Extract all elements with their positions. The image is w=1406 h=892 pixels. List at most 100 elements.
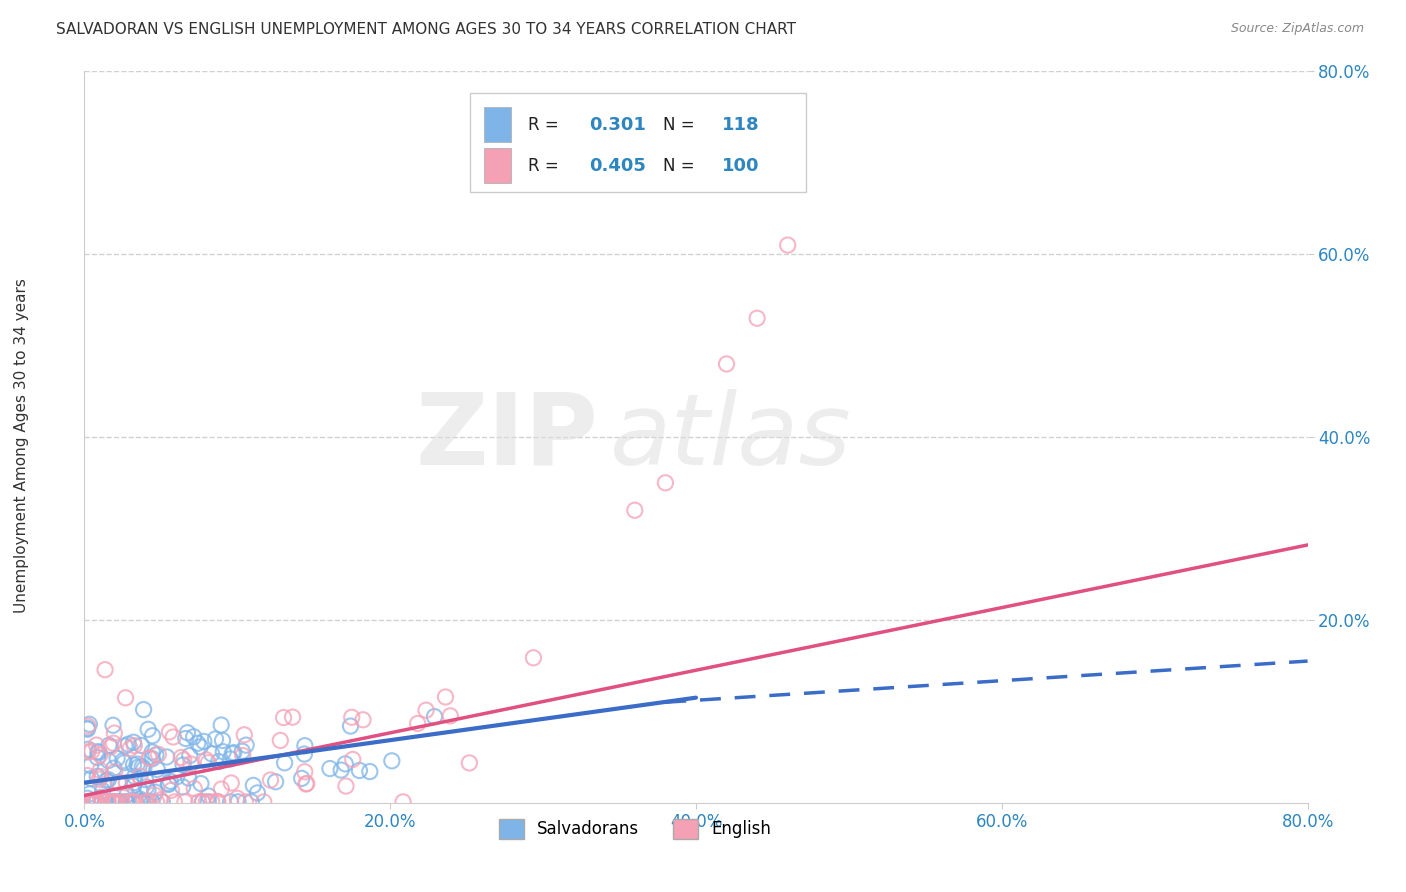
Point (139, 751, 162, 765)
Point (103, 795, 125, 809)
Point (319, 762, 342, 776)
Point (128, 792, 150, 806)
Point (143, 788, 166, 802)
Point (89, 747, 111, 762)
FancyBboxPatch shape (484, 148, 512, 183)
Point (127, 757, 149, 772)
Point (105, 795, 128, 809)
Point (209, 782, 232, 797)
Point (219, 752, 242, 766)
Point (458, 756, 481, 770)
Point (177, 771, 200, 785)
Text: N =: N = (664, 116, 700, 134)
Point (201, 747, 224, 761)
Point (179, 748, 201, 763)
Point (101, 718, 124, 732)
Point (342, 752, 364, 766)
Point (197, 789, 219, 803)
Point (156, 750, 179, 764)
Point (79, 758, 101, 772)
Point (114, 690, 136, 705)
Point (86, 795, 108, 809)
Point (124, 795, 146, 809)
Point (135, 780, 157, 794)
Point (295, 777, 318, 791)
Point (77, 742, 100, 756)
Point (141, 752, 163, 766)
Point (104, 764, 127, 779)
Point (107, 795, 129, 809)
Point (190, 776, 212, 790)
Point (100, 739, 122, 754)
Point (117, 737, 139, 751)
Point (226, 791, 249, 805)
Point (103, 761, 125, 775)
Point (97, 754, 120, 768)
Point (269, 733, 291, 747)
Point (273, 710, 295, 724)
Point (176, 725, 198, 739)
Point (295, 776, 318, 790)
Point (191, 795, 214, 809)
Point (197, 795, 219, 809)
Text: 0.405: 0.405 (589, 157, 647, 175)
Point (207, 795, 229, 809)
FancyBboxPatch shape (484, 107, 512, 143)
Point (138, 795, 160, 809)
Point (124, 770, 146, 784)
Text: R =: R = (529, 116, 564, 134)
Point (132, 762, 155, 776)
Point (76, 721, 98, 735)
Point (292, 747, 315, 761)
Point (246, 786, 269, 800)
Text: Source: ZipAtlas.com: Source: ZipAtlas.com (1230, 22, 1364, 36)
Point (187, 795, 209, 809)
Point (103, 736, 125, 750)
Point (423, 709, 446, 723)
Point (108, 776, 131, 790)
Point (111, 795, 134, 809)
Point (294, 739, 316, 753)
Point (89, 772, 111, 787)
Point (129, 795, 152, 809)
Point (138, 751, 160, 765)
Point (128, 783, 150, 797)
Point (291, 772, 314, 786)
Point (231, 744, 253, 758)
Point (211, 733, 233, 747)
Point (330, 763, 353, 777)
Point (522, 650, 544, 665)
Text: ZIP: ZIP (415, 389, 598, 485)
Point (141, 795, 163, 809)
Point (240, 795, 263, 809)
Point (339, 719, 361, 733)
Point (94, 663, 117, 677)
Point (86, 750, 108, 764)
Point (87, 745, 110, 759)
Point (114, 739, 136, 753)
Point (134, 772, 156, 787)
Point (174, 731, 197, 746)
Point (776, 238, 799, 252)
Point (82, 795, 104, 809)
Point (104, 795, 127, 809)
Point (183, 781, 205, 796)
Point (79, 717, 101, 731)
Text: 0.301: 0.301 (589, 116, 647, 134)
Point (115, 776, 138, 790)
Point (187, 736, 209, 750)
Point (195, 795, 218, 809)
Point (195, 753, 218, 767)
Point (105, 751, 128, 765)
Point (148, 747, 170, 762)
Point (157, 776, 180, 790)
Legend: Salvadorans, English: Salvadorans, English (492, 812, 778, 846)
Point (121, 795, 143, 809)
Point (209, 718, 232, 732)
Text: SALVADORAN VS ENGLISH UNEMPLOYMENT AMONG AGES 30 TO 34 YEARS CORRELATION CHART: SALVADORAN VS ENGLISH UNEMPLOYMENT AMONG… (56, 22, 796, 37)
Point (204, 731, 226, 746)
Point (281, 710, 304, 724)
Point (197, 756, 219, 770)
Point (359, 764, 381, 779)
Point (150, 795, 173, 809)
